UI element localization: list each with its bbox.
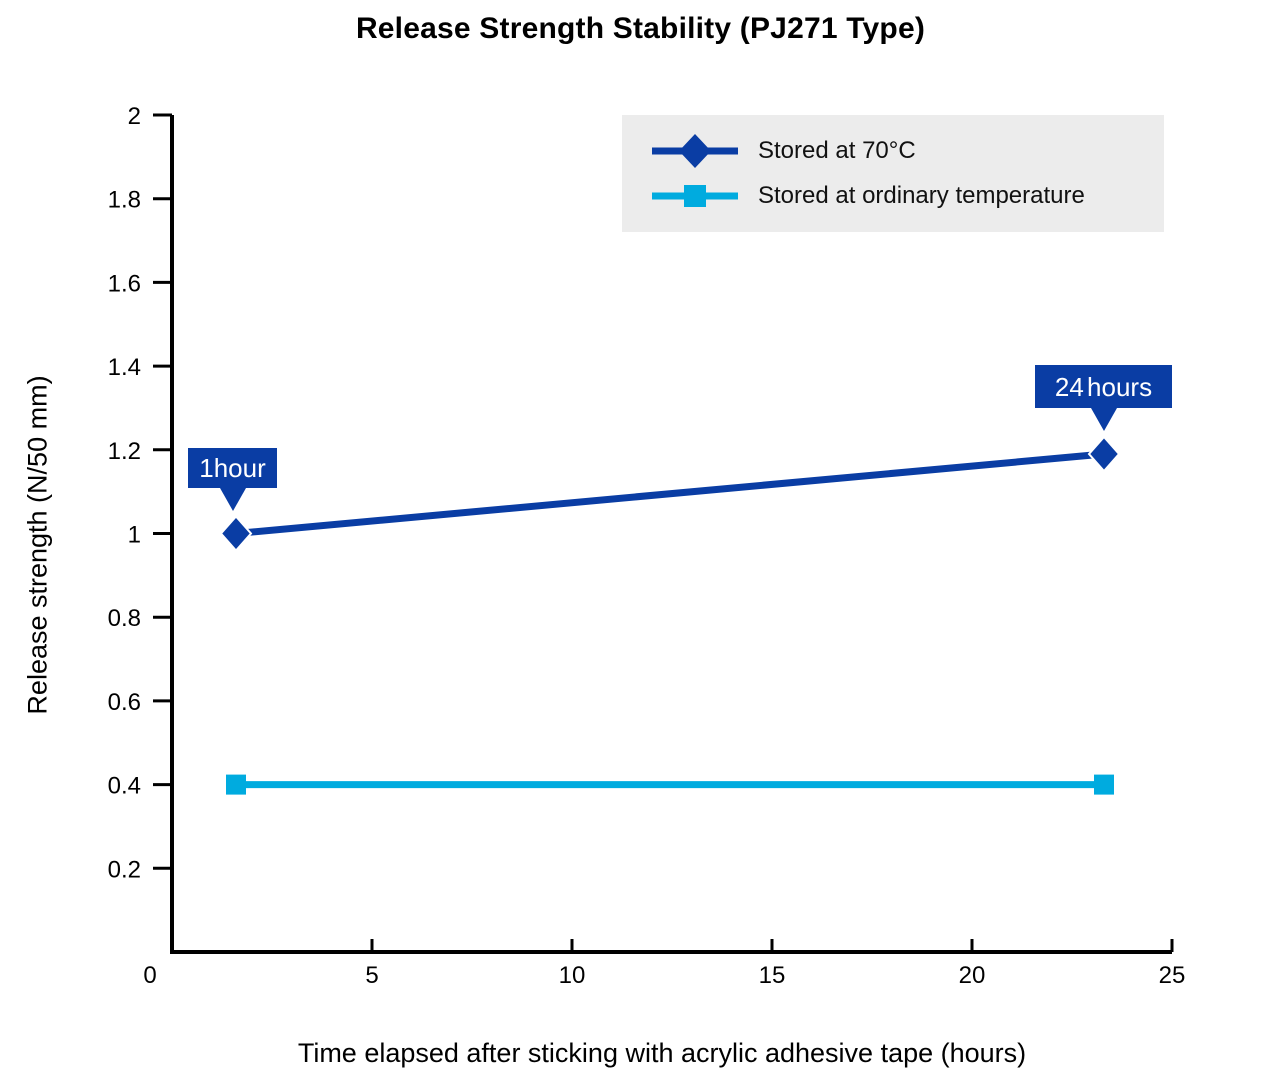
- axes: [170, 115, 1172, 954]
- legend-label: Stored at 70°C: [758, 137, 916, 164]
- data-point-square-icon: [226, 774, 246, 795]
- y-axis-ticks: 0.2 0.4 0.6 0.8 1 1.2 1.4 1.6 1.8 2: [108, 103, 172, 883]
- data-point-square-icon: [1094, 774, 1114, 795]
- origin-tick-label: 0: [143, 962, 156, 989]
- series-line-0: [235, 450, 1105, 537]
- y-tick-label: 1.8: [108, 187, 141, 214]
- x-tick-label: 5: [365, 962, 378, 989]
- legend-square-icon: [684, 185, 706, 207]
- y-tick-label: 0.8: [108, 605, 141, 632]
- data-point-diamond-icon: [219, 514, 253, 553]
- y-tick-label: 0.6: [108, 689, 141, 716]
- legend-sample-stored-70c: [652, 134, 738, 168]
- annotation-text: 24 hours: [1054, 371, 1153, 402]
- x-tick-label: 20: [959, 962, 986, 989]
- x-axis-title: Time elapsed after sticking with acrylic…: [297, 1038, 1027, 1068]
- x-tick-label: 15: [759, 962, 786, 989]
- series-layer: [219, 435, 1121, 795]
- legend-sample-ordinary-temp: [652, 185, 738, 207]
- annotation-text: 1hour: [199, 453, 266, 483]
- legend-item-ordinary-temp: Stored at ordinary temperature: [650, 178, 1164, 214]
- callout-pointer-icon: [1090, 408, 1117, 431]
- y-tick-label: 1.6: [108, 270, 141, 297]
- y-tick-label: 1.4: [108, 354, 141, 381]
- y-tick-label: 2: [128, 103, 141, 130]
- legend-item-stored-70c: Stored at 70°C: [650, 133, 1164, 169]
- annotation-callout-24hours: 24 hours: [1035, 365, 1172, 431]
- x-tick-label: 25: [1159, 962, 1186, 989]
- y-tick-label: 1.2: [108, 438, 141, 465]
- x-tick-label: 10: [559, 962, 586, 989]
- annotation-callout-1hour: 1hour: [188, 448, 277, 511]
- data-point-diamond-icon: [1087, 435, 1121, 473]
- legend: Stored at 70°C Stored at ordinary temper…: [622, 115, 1164, 232]
- y-tick-label: 1: [128, 522, 141, 549]
- legend-diamond-icon: [679, 134, 711, 168]
- callout-pointer-icon: [219, 488, 246, 511]
- legend-label: Stored at ordinary temperature: [758, 182, 1085, 209]
- y-tick-label: 0.4: [108, 773, 141, 800]
- chart-title: Release Strength Stability (PJ271 Type): [355, 12, 926, 45]
- y-tick-label: 0.2: [108, 856, 141, 883]
- x-axis-ticks: 5 10 15 20 25 0: [143, 939, 1185, 989]
